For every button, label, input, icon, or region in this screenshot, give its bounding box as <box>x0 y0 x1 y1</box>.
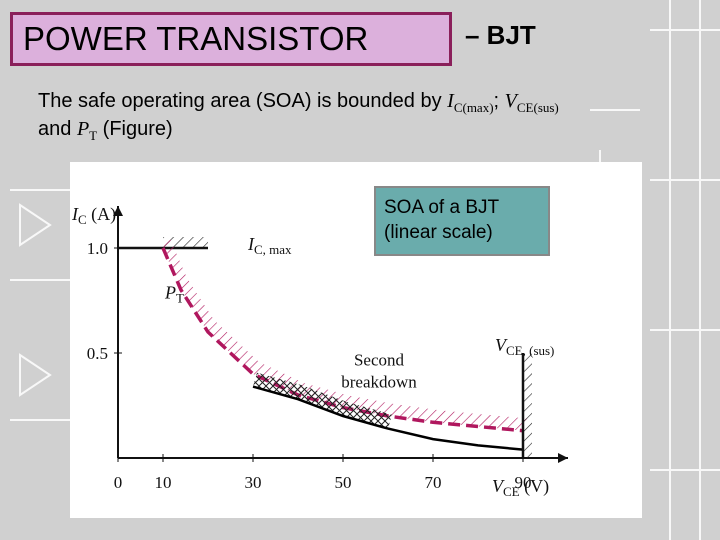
y-axis-label: IC (A) <box>71 204 116 227</box>
pt-hatch <box>163 236 529 431</box>
description-line-2: and PT (Figure) <box>38 118 173 144</box>
callout-line-2: (linear scale) <box>384 222 493 243</box>
separator-text: ; <box>493 90 505 112</box>
pt-term: PT <box>76 118 98 143</box>
x-axis-label: VCE (V) <box>492 476 549 499</box>
x-tick-label: 90 <box>515 473 532 492</box>
pt-curve <box>161 247 524 433</box>
soa-figure: IC (A) VCE (V) 0 10 30 50 70 90 1.0 0.5 IC, max PT V… <box>70 162 642 518</box>
vce-sus-term: VCE(sus) <box>504 90 559 115</box>
vce-sus-hatch <box>522 353 532 458</box>
x-tick-label: 0 <box>114 473 123 492</box>
x-tick-label: 70 <box>425 473 442 492</box>
slide-title: POWER TRANSISTOR <box>23 20 369 57</box>
soa-callout: SOA of a BJT (linear scale) <box>374 186 550 256</box>
description-text-2: and <box>38 118 77 140</box>
description-text-3: (Figure) <box>97 118 173 140</box>
vce-sus-label: VCE, (sus) <box>495 335 554 358</box>
x-tick-label: 50 <box>335 473 352 492</box>
second-breakdown-curve <box>252 385 524 451</box>
ic-max-label: IC, max <box>247 234 292 257</box>
y-axis-arrow <box>113 206 123 216</box>
x-tick-label: 30 <box>245 473 262 492</box>
slide-title-box: POWER TRANSISTOR <box>10 12 452 66</box>
pt-label: PT <box>164 282 184 305</box>
slide-title-suffix: – BJT <box>465 20 536 50</box>
x-tick-label: 10 <box>155 473 172 492</box>
callout-line-1: SOA of a BJT <box>384 197 500 218</box>
y-tick-label: 1.0 <box>87 239 108 258</box>
ic-max-term: IC(max) <box>447 90 494 115</box>
description-text: The safe operating area (SOA) is bounded… <box>38 90 448 112</box>
x-axis-arrow <box>558 453 568 463</box>
second-breakdown-label-1: Second <box>354 351 405 370</box>
ic-max-hatch <box>163 237 208 248</box>
second-breakdown-label-2: breakdown <box>341 373 417 392</box>
second-breakdown-hatch <box>253 372 392 429</box>
soa-chart: IC (A) VCE (V) 0 10 30 50 70 90 1.0 0.5 IC, max PT V… <box>71 204 568 499</box>
description-line-1: The safe operating area (SOA) is bounded… <box>38 90 559 116</box>
y-tick-label: 0.5 <box>87 344 108 363</box>
